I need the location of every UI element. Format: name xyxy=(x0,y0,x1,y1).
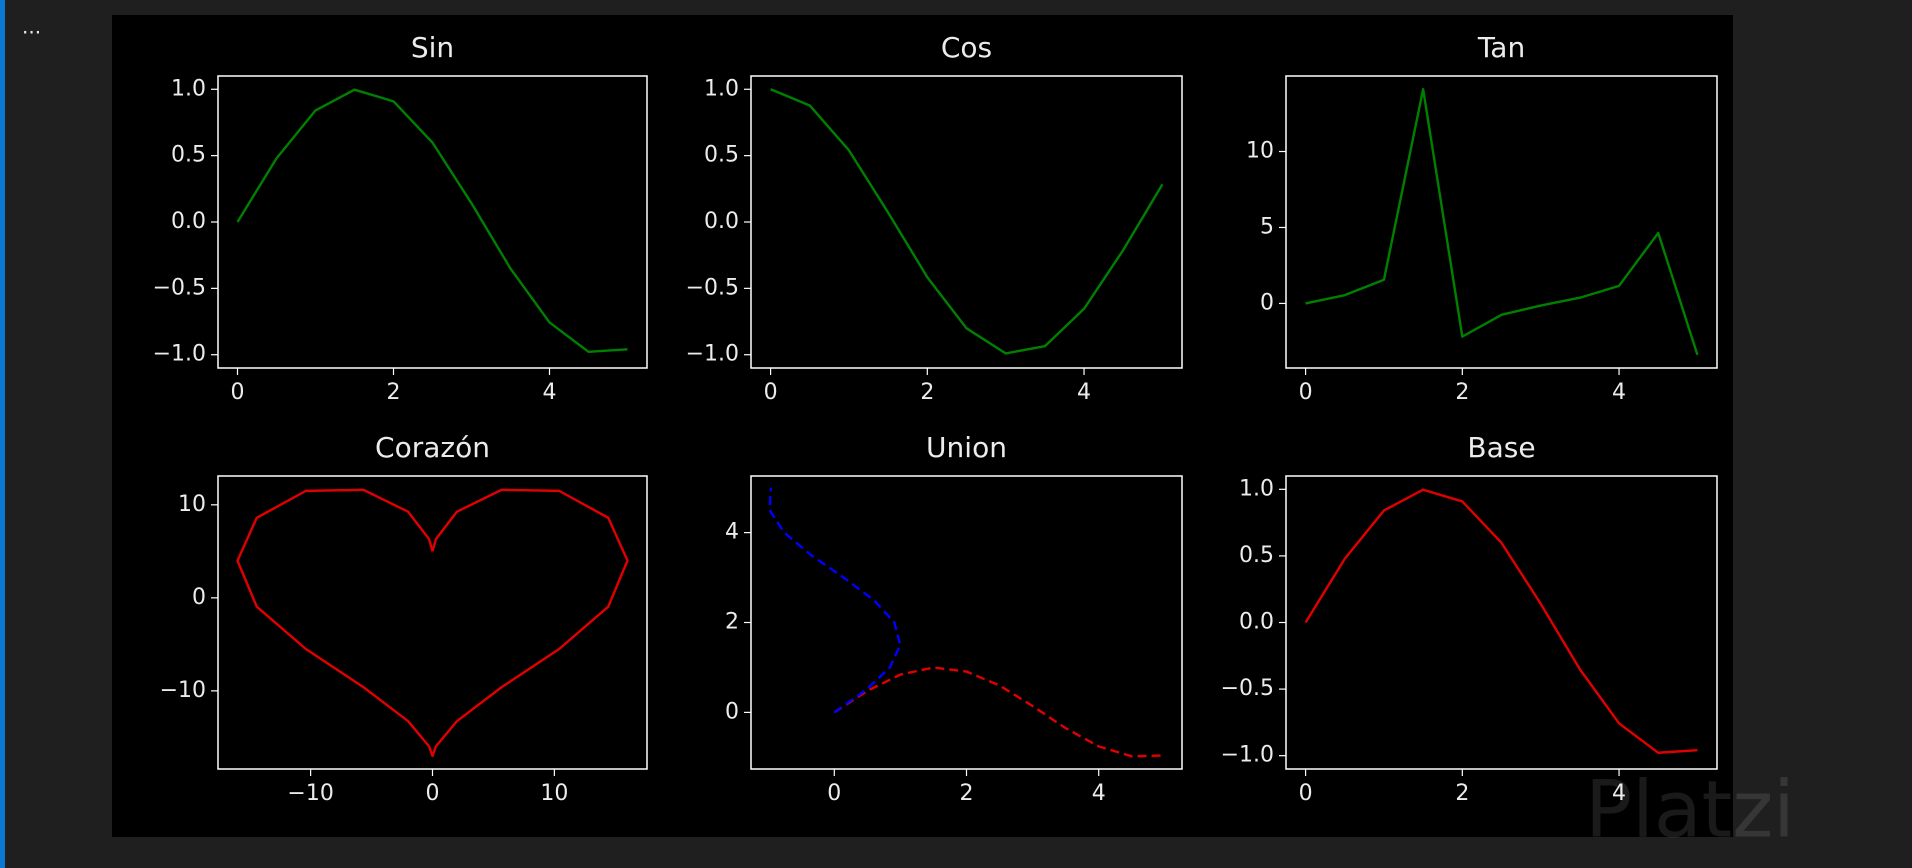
x-tick-label: 4 xyxy=(1077,380,1091,405)
y-tick-label: −1.0 xyxy=(1221,743,1274,768)
x-tick-label: 2 xyxy=(1455,380,1469,405)
line-series xyxy=(768,487,902,714)
x-tick-label: 2 xyxy=(1455,781,1469,806)
y-tick-label: 2 xyxy=(725,610,739,635)
cell-ellipsis[interactable]: ... xyxy=(22,15,41,39)
y-tick-label: 0.0 xyxy=(1239,610,1274,635)
subplot-title: Tan xyxy=(1477,31,1525,64)
x-tick-label: 2 xyxy=(960,781,974,806)
line-series xyxy=(1305,88,1699,356)
y-tick-label: −10 xyxy=(160,678,206,703)
y-tick-label: 0 xyxy=(1260,290,1274,315)
axes-frame xyxy=(750,475,1183,770)
x-tick-label: 0 xyxy=(231,380,245,405)
y-tick-label: 0.0 xyxy=(171,209,206,234)
y-tick-label: −0.5 xyxy=(686,275,739,300)
x-tick-label: 2 xyxy=(387,380,401,405)
axes-frame xyxy=(750,75,1183,369)
x-tick-label: 4 xyxy=(1092,781,1106,806)
cell-marker xyxy=(0,0,5,868)
line-series xyxy=(1304,488,1698,754)
axes-frame xyxy=(1285,75,1718,369)
line-series xyxy=(236,488,629,758)
watermark: Platzi xyxy=(1585,765,1795,855)
figure xyxy=(112,15,1733,837)
x-tick-label: 4 xyxy=(1612,781,1626,806)
axes-frame xyxy=(217,475,648,770)
x-tick-label: 0 xyxy=(764,380,778,405)
line-series xyxy=(833,666,1165,758)
y-tick-label: −1.0 xyxy=(686,342,739,367)
line-series xyxy=(770,88,1164,355)
x-tick-label: 2 xyxy=(920,380,934,405)
axes-frame xyxy=(217,75,648,369)
y-tick-label: 1.0 xyxy=(704,76,739,101)
y-tick-label: 0 xyxy=(725,699,739,724)
x-tick-label: 0 xyxy=(1299,781,1313,806)
y-tick-label: −1.0 xyxy=(153,342,206,367)
y-tick-label: 0.5 xyxy=(704,143,739,168)
subplot-title: Cos xyxy=(941,31,992,64)
y-tick-label: 0 xyxy=(192,585,206,610)
x-tick-label: 4 xyxy=(543,380,557,405)
y-tick-label: 0.5 xyxy=(1239,543,1274,568)
y-tick-label: 1.0 xyxy=(1239,476,1274,501)
y-tick-label: 1.0 xyxy=(171,76,206,101)
x-tick-label: 4 xyxy=(1612,380,1626,405)
y-tick-label: 0.5 xyxy=(171,143,206,168)
x-tick-label: 10 xyxy=(540,781,568,806)
y-tick-label: −0.5 xyxy=(1221,676,1274,701)
y-tick-label: 10 xyxy=(178,492,206,517)
y-tick-label: 4 xyxy=(725,520,739,545)
x-tick-label: 0 xyxy=(1299,380,1313,405)
x-tick-label: 0 xyxy=(827,781,841,806)
y-tick-label: 10 xyxy=(1246,139,1274,164)
subplot-title: Base xyxy=(1467,431,1535,464)
y-tick-label: −0.5 xyxy=(153,275,206,300)
y-tick-label: 0.0 xyxy=(704,209,739,234)
line-series xyxy=(236,88,628,354)
subplot-title: Sin xyxy=(411,31,454,64)
x-tick-label: −10 xyxy=(287,781,333,806)
axes-frame xyxy=(1285,475,1718,770)
subplot-title: Union xyxy=(926,431,1007,464)
y-tick-label: 5 xyxy=(1260,214,1274,239)
subplot-title: Corazón xyxy=(375,431,490,464)
x-tick-label: 0 xyxy=(426,781,440,806)
